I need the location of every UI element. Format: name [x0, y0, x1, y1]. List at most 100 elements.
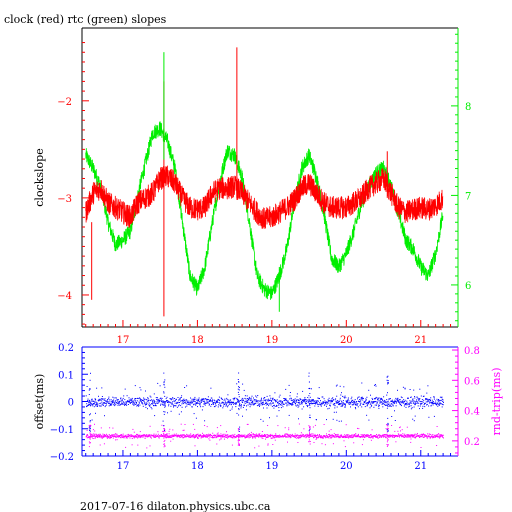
rndtrip-scatter-point	[112, 427, 114, 429]
rndtrip-scatter-point	[328, 436, 330, 437]
offset-scatter-point	[271, 402, 273, 404]
rndtrip-scatter-point	[123, 435, 125, 437]
rndtrip-scatter-point	[164, 443, 165, 445]
offset-scatter-point	[258, 404, 260, 406]
offset-scatter-point	[351, 401, 352, 403]
offset-scatter-point	[380, 397, 382, 399]
rndtrip-scatter-point	[258, 445, 260, 447]
rndtrip-scatter-point	[338, 437, 340, 439]
rndtrip-scatter-point	[122, 436, 124, 438]
rndtrip-scatter-point	[225, 436, 227, 438]
offset-scatter-point	[418, 399, 420, 401]
offset-scatter-point	[386, 376, 388, 378]
offset-scatter-point	[173, 400, 175, 402]
offset-scatter-point	[387, 381, 389, 383]
offset-scatter-point	[308, 372, 310, 374]
offset-scatter-point	[338, 404, 340, 406]
offset-scatter-point	[355, 401, 357, 403]
offset-scatter-point	[88, 389, 90, 391]
offset-scatter-point	[317, 400, 319, 402]
rndtrip-scatter-point	[293, 435, 295, 437]
rndtrip-scatter-point	[442, 435, 443, 437]
rndtrip-scatter-point	[291, 433, 293, 435]
offset-scatter-point	[239, 386, 240, 388]
rndtrip-scatter-point	[280, 435, 282, 437]
offset-scatter-point	[236, 397, 238, 399]
rndtrip-scatter-point	[326, 435, 328, 437]
rndtrip-scatter-point	[367, 435, 369, 437]
rndtrip-scatter-point	[279, 434, 281, 436]
rndtrip-scatter-point	[287, 436, 289, 438]
rndtrip-scatter-point	[201, 436, 203, 438]
rndtrip-scatter-point	[136, 436, 138, 437]
rndtrip-scatter-point	[231, 437, 233, 439]
offset-scatter-point	[280, 400, 282, 402]
offset-scatter-point	[343, 386, 345, 388]
rndtrip-scatter-point	[255, 435, 257, 437]
rndtrip-scatter-point	[168, 437, 170, 439]
offset-scatter-point	[101, 401, 103, 403]
offset-scatter-point	[214, 400, 216, 402]
offset-scatter-point	[331, 401, 333, 403]
offset-scatter-point	[155, 397, 157, 399]
rndtrip-scatter-point	[139, 434, 141, 436]
rndtrip-scatter-point	[237, 439, 239, 441]
rndtrip-scatter-point	[217, 435, 219, 437]
offset-scatter-point	[172, 404, 174, 406]
offset-scatter-point	[118, 402, 119, 404]
offset-scatter-point	[350, 403, 352, 405]
rndtrip-scatter-point	[399, 436, 400, 438]
rndtrip-scatter-point	[350, 435, 352, 437]
rndtrip-scatter-point	[362, 434, 364, 436]
rndtrip-scatter-point	[90, 434, 92, 436]
rndtrip-scatter-point	[233, 436, 235, 438]
offset-scatter-point	[167, 412, 168, 414]
offset-scatter-point	[185, 406, 186, 408]
offset-scatter-point	[238, 381, 240, 383]
rndtrip-scatter-point	[322, 435, 324, 437]
rndtrip-scatter-point	[154, 436, 155, 438]
offset-scatter-point	[347, 400, 349, 402]
bottom-y2-tick-label: 0.4	[464, 407, 480, 418]
offset-scatter-point	[212, 402, 214, 404]
offset-scatter-point	[431, 403, 433, 405]
offset-scatter-point	[433, 415, 435, 417]
offset-scatter-point	[218, 402, 220, 404]
rndtrip-scatter-point	[335, 434, 337, 436]
offset-scatter-point	[151, 403, 153, 405]
rndtrip-scatter-point	[265, 438, 266, 440]
rndtrip-scatter-point	[155, 435, 156, 437]
offset-scatter-point	[261, 403, 263, 405]
offset-scatter-point	[163, 411, 165, 413]
rndtrip-scatter-point	[345, 435, 347, 437]
offset-scatter-point	[441, 396, 443, 398]
offset-scatter-point	[230, 402, 232, 404]
rndtrip-scatter-point	[389, 435, 391, 437]
rndtrip-scatter-point	[324, 444, 326, 446]
rndtrip-scatter-point	[412, 436, 414, 438]
rndtrip-scatter-point	[231, 436, 233, 438]
rndtrip-scatter-point	[227, 437, 228, 439]
rndtrip-scatter-point	[422, 434, 424, 435]
rndtrip-scatter-point	[169, 437, 171, 438]
offset-scatter-point	[163, 392, 165, 394]
offset-scatter-point	[88, 426, 90, 428]
rndtrip-scatter-point	[153, 436, 154, 438]
offset-scatter-point	[313, 399, 314, 401]
rndtrip-scatter-point	[260, 435, 262, 437]
rndtrip-scatter-point	[107, 436, 109, 438]
rndtrip-scatter-point	[267, 444, 269, 446]
offset-scatter-point	[238, 389, 240, 391]
offset-scatter-point	[247, 404, 249, 406]
offset-scatter-point	[89, 426, 91, 428]
offset-scatter-point	[365, 398, 367, 400]
offset-scatter-point	[200, 401, 202, 403]
rndtrip-scatter-point	[133, 436, 135, 438]
rndtrip-scatter-point	[367, 435, 369, 437]
offset-scatter-point	[364, 401, 366, 403]
rndtrip-scatter-point	[86, 437, 88, 439]
rndtrip-scatter-point	[430, 437, 431, 439]
offset-scatter-point	[107, 402, 109, 404]
offset-scatter-point	[330, 400, 332, 402]
offset-scatter-point	[420, 395, 422, 397]
